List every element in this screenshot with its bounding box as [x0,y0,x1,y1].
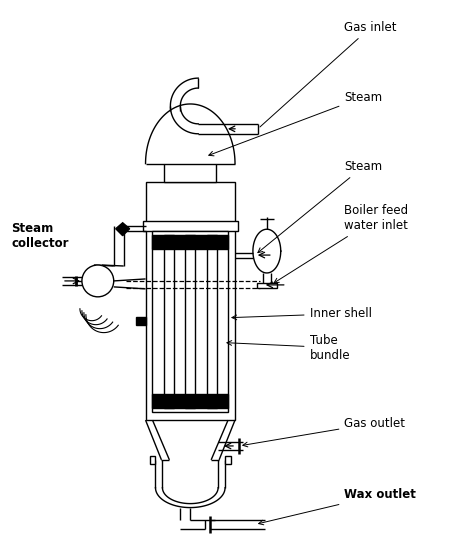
Bar [153,235,228,249]
Text: Tube
bundle: Tube bundle [227,333,350,361]
Bar [146,182,235,420]
Bar [153,231,228,412]
Bar [207,235,217,408]
Polygon shape [116,223,129,236]
Bar [143,221,238,231]
Bar [164,235,174,408]
Bar [164,163,216,182]
Circle shape [82,265,114,297]
Bar [136,317,146,325]
Bar [153,394,228,408]
Text: Wax outlet: Wax outlet [259,488,416,525]
Bar [185,235,195,408]
Text: Steam: Steam [209,91,383,156]
Text: Steam
collector: Steam collector [11,222,69,250]
Text: Gas outlet: Gas outlet [243,416,405,447]
Text: Gas inlet: Gas inlet [260,21,397,127]
Text: Boiler feed
water inlet: Boiler feed water inlet [274,204,409,283]
Bar [149,456,155,464]
Text: Steam: Steam [258,160,383,252]
Text: Inner shell: Inner shell [232,307,372,320]
Bar [257,283,277,288]
Bar [225,456,231,464]
